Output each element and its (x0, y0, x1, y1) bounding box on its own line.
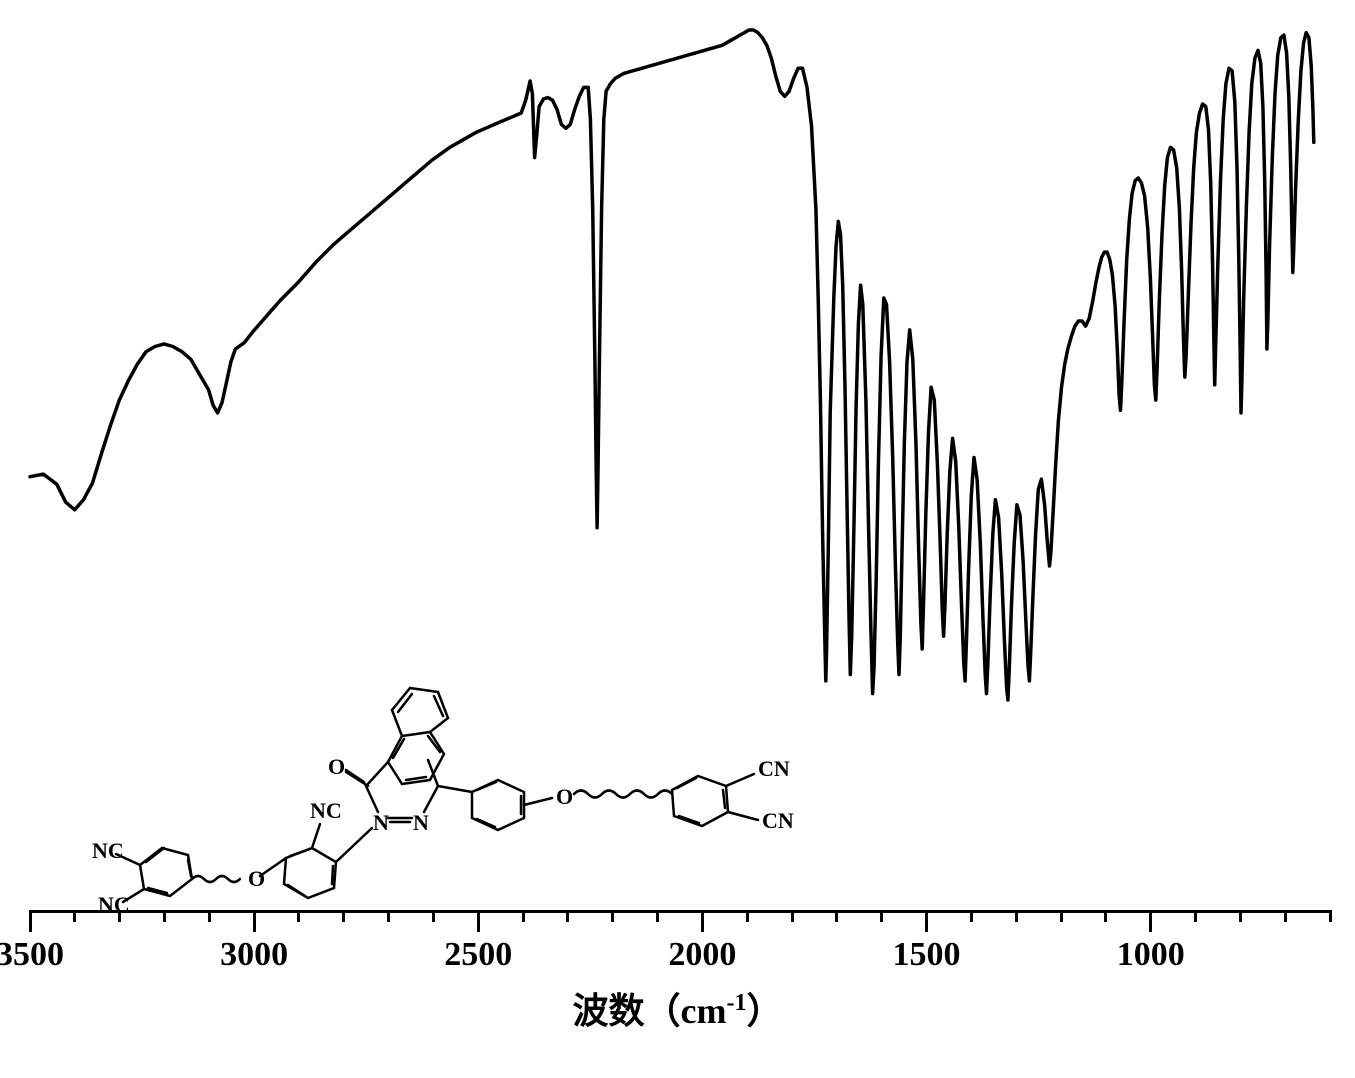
label-NC-3: NC (310, 798, 342, 823)
label-NC-1: NC (92, 838, 124, 863)
x-tick-major (477, 910, 480, 932)
struct-N2: N (413, 810, 429, 835)
label-CN-2: CN (762, 808, 794, 833)
x-tick-label: 3000 (220, 936, 288, 974)
x-tick-minor (1015, 910, 1018, 922)
x-tick-minor (432, 910, 435, 922)
x-tick-minor (342, 910, 345, 922)
x-tick-minor (566, 910, 569, 922)
x-tick-minor (1329, 910, 1332, 922)
chemical-structure: O N N (90, 590, 910, 920)
x-tick-minor (522, 910, 525, 922)
x-tick-minor (387, 910, 390, 922)
x-tick-minor (746, 910, 749, 922)
figure-root: O N N (0, 0, 1355, 1078)
x-tick-minor (297, 910, 300, 922)
x-tick-major (253, 910, 256, 932)
x-tick-major (701, 910, 704, 932)
x-tick-minor (73, 910, 76, 922)
x-tick-major (1149, 910, 1152, 932)
x-axis-line (30, 910, 1330, 913)
x-tick-major (925, 910, 928, 932)
struct-carbonyl-O: O (328, 754, 345, 779)
x-tick-minor (656, 910, 659, 922)
x-tick-minor (208, 910, 211, 922)
x-tick-minor (1239, 910, 1242, 922)
x-tick-minor (1194, 910, 1197, 922)
x-tick-minor (880, 910, 883, 922)
struct-O-right: O (556, 784, 573, 809)
x-tick-minor (970, 910, 973, 922)
x-tick-label: 1500 (893, 936, 961, 974)
x-tick-label: 3500 (0, 936, 64, 974)
x-tick-minor (835, 910, 838, 922)
struct-N1: N (373, 810, 389, 835)
x-tick-minor (1104, 910, 1107, 922)
x-tick-major (29, 910, 32, 932)
structure-svg: O N N (90, 590, 910, 920)
x-tick-minor (1284, 910, 1287, 922)
x-tick-minor (791, 910, 794, 922)
x-tick-minor (118, 910, 121, 922)
x-axis-title: 波数（cm-1） (573, 982, 783, 1034)
x-tick-minor (1060, 910, 1063, 922)
struct-O-left: O (248, 866, 265, 891)
x-tick-label: 2000 (668, 936, 736, 974)
label-CN-1: CN (758, 756, 790, 781)
x-tick-label: 1000 (1117, 936, 1185, 974)
x-tick-minor (163, 910, 166, 922)
x-tick-label: 2500 (444, 936, 512, 974)
x-tick-minor (611, 910, 614, 922)
x-axis: 350030002500200015001000 波数（cm-1） (0, 910, 1355, 1030)
